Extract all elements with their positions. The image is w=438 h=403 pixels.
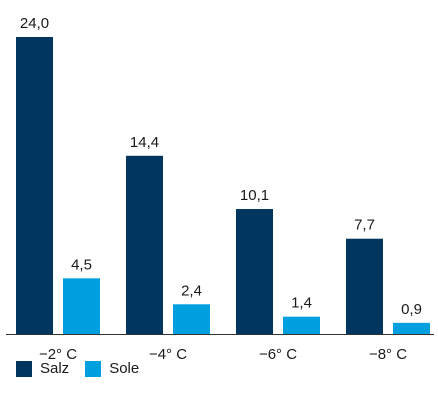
bar-salz-2 [236, 209, 273, 334]
data-label-salz-1: 14,4 [130, 134, 159, 151]
bar-sole-3 [393, 322, 430, 334]
legend-item-salz: Salz [16, 360, 69, 377]
legend-item-sole: Sole [85, 360, 139, 377]
bar-sole-1 [173, 304, 210, 334]
bar-sole-2 [283, 316, 320, 334]
data-label-salz-3: 7,7 [354, 217, 375, 234]
x-tick-label-3: −8° C [368, 346, 408, 363]
legend-label-salz: Salz [40, 360, 70, 377]
bar-salz-1 [126, 155, 163, 334]
data-label-sole-0: 4,5 [71, 256, 92, 273]
x-tick-label-2: −6° C [258, 346, 298, 363]
legend: Salz Sole [16, 360, 155, 377]
legend-swatch-salz [16, 360, 32, 377]
x-tick-label-0: −2° C [38, 346, 78, 363]
data-label-salz-2: 10,1 [240, 187, 269, 204]
bar-salz-3 [346, 238, 383, 334]
data-label-sole-2: 1,4 [291, 295, 312, 312]
data-label-salz-0: 24,0 [20, 15, 49, 32]
bar-sole-0 [63, 278, 100, 334]
bar-salz-0 [16, 37, 53, 334]
data-label-sole-3: 0,9 [401, 301, 422, 318]
legend-swatch-sole [85, 360, 102, 377]
x-tick-label-1: −4° C [148, 346, 188, 363]
legend-label-sole: Sole [109, 360, 140, 377]
data-label-sole-1: 2,4 [181, 282, 202, 299]
